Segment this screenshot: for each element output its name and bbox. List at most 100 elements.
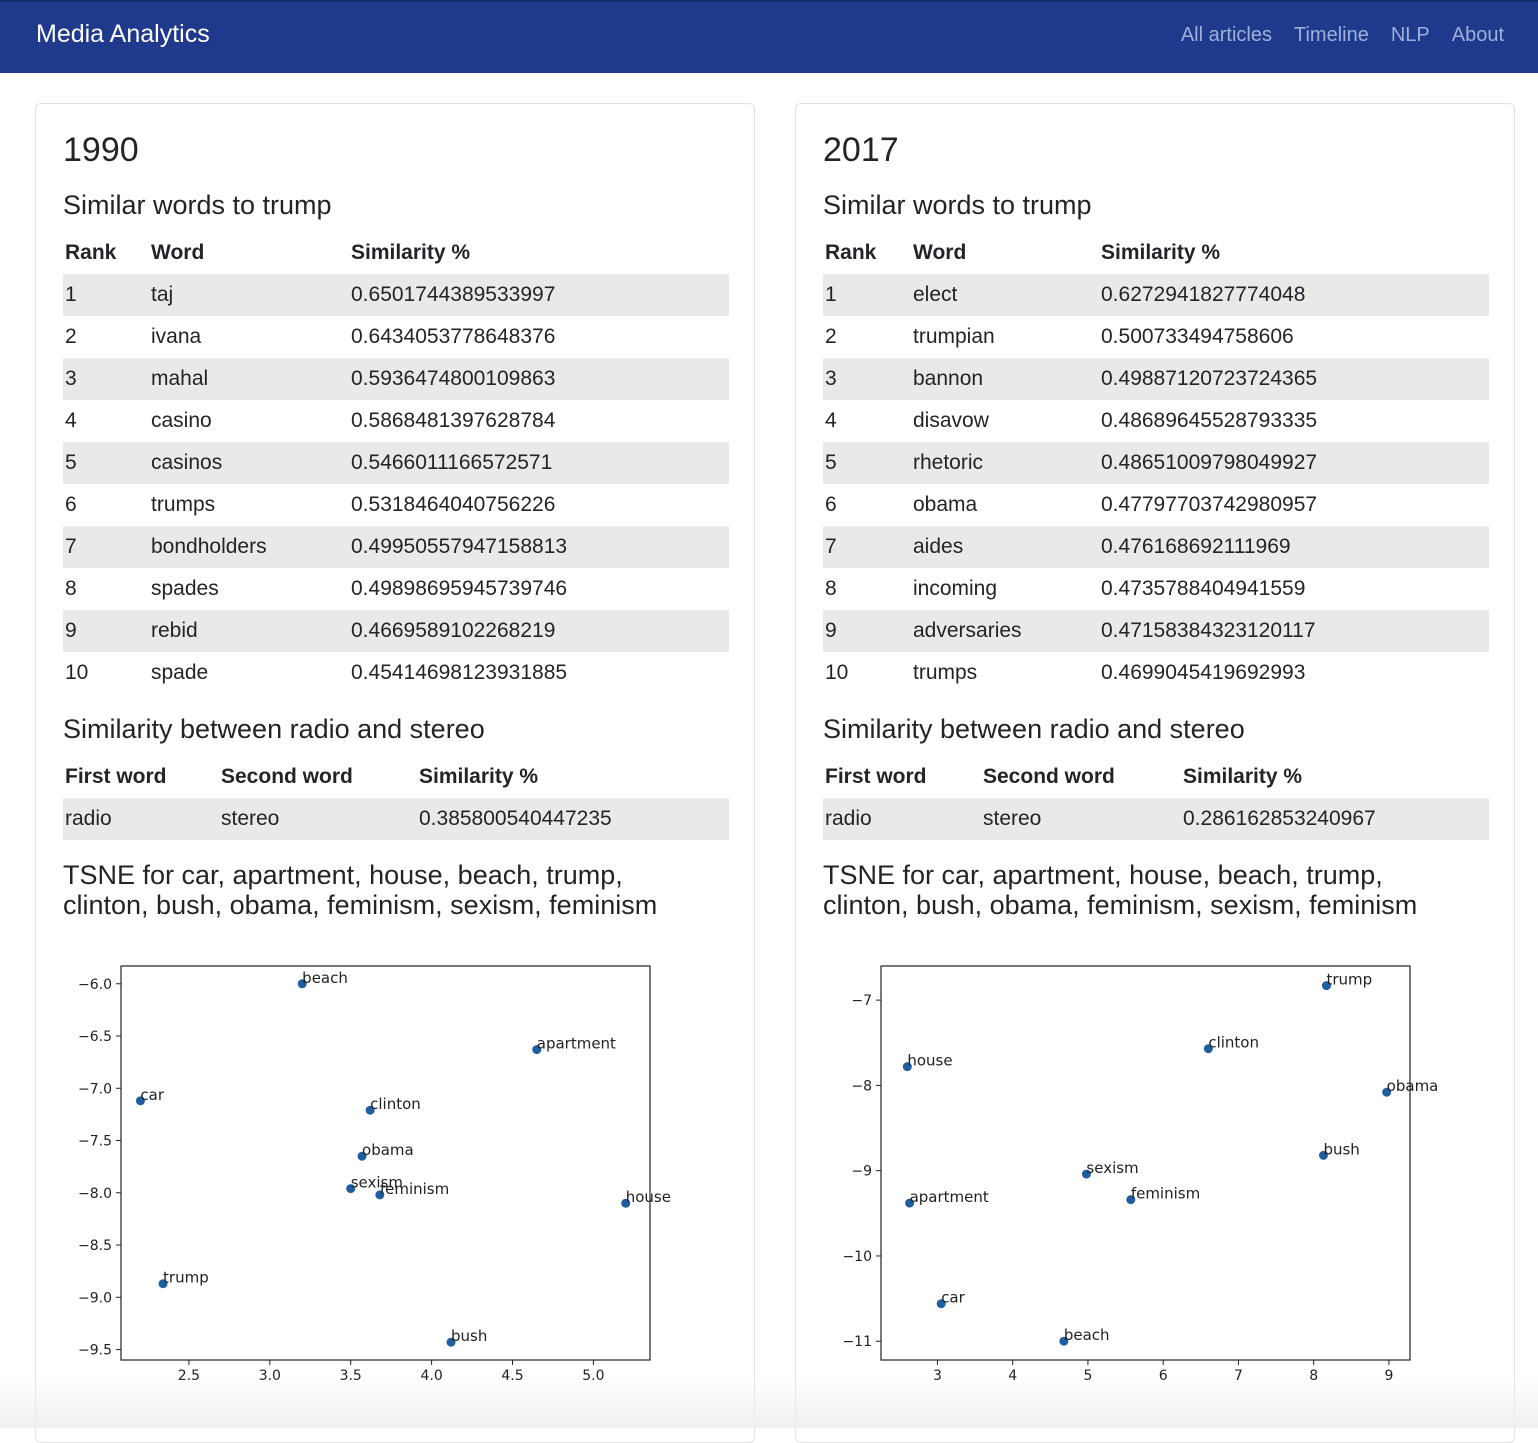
table-row: 5 casinos 0.5466011166572571 [63,442,729,484]
table-header-row: Rank Word Similarity % [823,232,1489,274]
x-tick-label: 5.0 [582,1368,604,1384]
word-cell: bondholders [149,526,349,568]
similarity-cell: 0.5868481397628784 [351,409,556,432]
similarity-cell: 0.385800540447235 [417,798,729,840]
point-label: sexism [1086,1159,1138,1177]
y-tick-label: −7.0 [78,1081,112,1097]
data-point [357,1151,367,1161]
similar-words-title: Similar words to trump [823,190,1092,220]
point-label: car [941,1289,965,1307]
similarity-cell: 0.6501744389533997 [349,274,729,316]
data-point [902,1062,912,1072]
similarity-cell: 0.49950557947158813 [349,526,729,568]
tsne-title: TSNE for car, apartment, house, beach, t… [823,860,1417,920]
word-cell: incoming [913,577,998,600]
tsne-title: TSNE for car, apartment, house, beach, t… [63,860,657,920]
table-header-row: Rank Word Similarity % [63,232,729,274]
point-label: bush [1323,1140,1359,1158]
panel-year: 1990 [63,131,139,169]
rank-cell: 1 [63,274,149,316]
data-point [532,1045,542,1055]
similarity-cell: 0.6272941827774048 [1099,274,1489,316]
nav-link-all-articles[interactable]: All articles [1180,24,1272,46]
tsne-title-line1: TSNE for car, apartment, house, beach, t… [63,860,623,890]
table-row: 3 bannon 0.49887120723724365 [823,358,1489,400]
table-row: 8 incoming 0.4735788404941559 [823,568,1489,610]
col-header-similarity: Similarity % [351,241,471,264]
col-header-rank: Rank [825,241,877,264]
x-tick-label: 4.5 [501,1368,523,1384]
nav-link-nlp[interactable]: NLP [1390,24,1430,46]
word-cell: casinos [149,442,349,484]
word-cell: taj [149,274,349,316]
similarity-cell: 0.49898695945739746 [351,577,568,600]
rank-cell: 8 [65,577,77,600]
col-header-similarity: Similarity % [419,765,539,788]
similarity-cell: 0.48651009798049927 [1099,442,1489,484]
y-tick-label: −7 [851,993,872,1009]
rank-cell: 2 [65,325,77,348]
point-label: beach [302,969,348,987]
pair-similarity-table: First word Second word Similarity % radi… [63,756,729,840]
y-tick-label: −7.5 [78,1134,112,1150]
y-tick-label: −9 [851,1164,872,1180]
col-header-second-word: Second word [221,765,353,788]
table-row: radio stereo 0.286162853240967 [823,798,1489,840]
data-point [621,1198,631,1208]
panel-year: 2017 [823,131,899,169]
second-word-cell: stereo [981,798,1181,840]
table-row: 5 rhetoric 0.48651009798049927 [823,442,1489,484]
table-row: 9 rebid 0.4669589102268219 [63,610,729,652]
x-tick-label: 9 [1384,1368,1393,1384]
y-tick-label: −11 [842,1334,872,1350]
y-tick-label: −6.5 [78,1029,112,1045]
col-header-second-word: Second word [983,765,1115,788]
nav-link-about[interactable]: About [1451,24,1504,46]
point-label: house [626,1188,671,1206]
table-row: 2 trumpian 0.500733494758606 [823,316,1489,358]
word-cell: trumps [151,493,216,516]
similarity-cell: 0.49887120723724365 [1099,358,1489,400]
data-point [1081,1169,1091,1179]
similarity-cell: 0.476168692111969 [1099,526,1489,568]
table-row: 4 casino 0.5868481397628784 [63,400,729,442]
word-cell: casino [151,409,212,432]
y-tick-label: −8 [851,1078,872,1094]
table-row: 10 spade 0.45414698123931885 [63,652,729,694]
similarity-cell: 0.286162853240967 [1181,798,1489,840]
data-point [1382,1087,1392,1097]
rank-cell: 9 [823,610,911,652]
x-tick-label: 4 [1008,1368,1017,1384]
rank-cell: 3 [63,358,149,400]
data-point [158,1279,168,1289]
x-tick-label: 7 [1234,1368,1243,1384]
point-label: car [140,1086,164,1104]
data-point [1126,1195,1136,1205]
data-point [346,1184,356,1194]
point-label: clinton [1208,1034,1259,1052]
plot-frame [120,965,651,1361]
table-header-row: First word Second word Similarity % [63,756,729,798]
table-row: 7 aides 0.476168692111969 [823,526,1489,568]
rank-cell: 7 [823,526,911,568]
brand-link[interactable]: Media Analytics [36,20,210,48]
rank-cell: 4 [65,409,77,432]
rank-cell: 5 [63,442,149,484]
pair-similarity-title: Similarity between radio and stereo [823,714,1245,744]
x-tick-label: 2.5 [178,1368,200,1384]
x-tick-label: 3.0 [259,1368,281,1384]
data-point [135,1096,145,1106]
first-word-cell: radio [823,798,981,840]
table-row: 8 spades 0.49898695945739746 [63,568,729,610]
rank-cell: 8 [825,577,837,600]
nav-link-timeline[interactable]: Timeline [1293,24,1369,46]
y-tick-label: −9.0 [78,1290,112,1306]
x-tick-label: 3 [933,1368,942,1384]
word-cell: obama [913,493,978,516]
data-point [375,1190,385,1200]
col-header-first-word: First word [825,765,927,788]
col-header-similarity: Similarity % [1101,241,1221,264]
rank-cell: 4 [825,409,837,432]
similarity-cell: 0.500733494758606 [1101,325,1294,348]
x-tick-label: 6 [1159,1368,1168,1384]
